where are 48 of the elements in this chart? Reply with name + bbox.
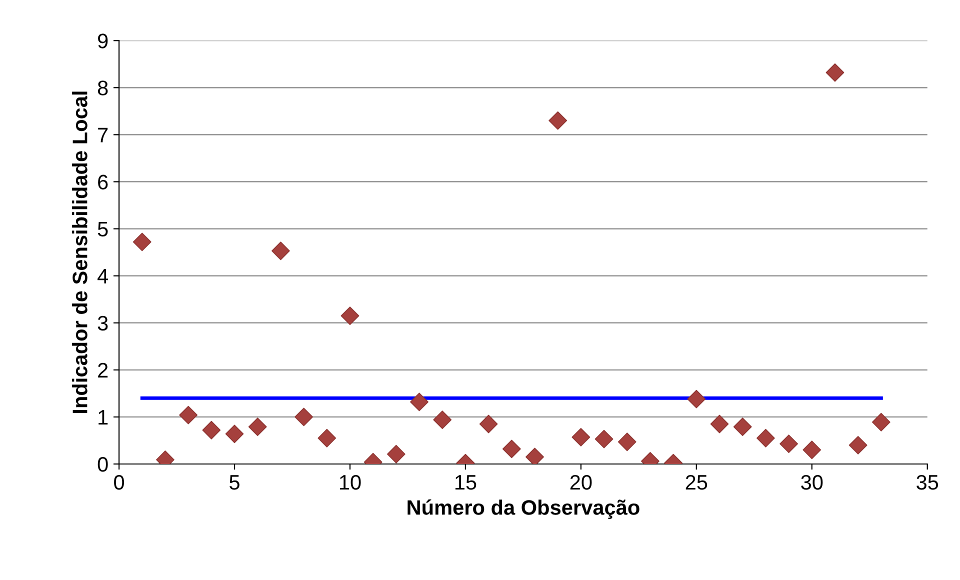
y-tick-label: 6 [98, 174, 108, 190]
y-tick-label: 2 [98, 362, 108, 378]
y-tick-label: 1 [98, 410, 108, 425]
x-tick-label: 20 [570, 474, 592, 490]
y-tick-label: 0 [98, 457, 108, 472]
point [687, 390, 706, 408]
point [548, 111, 568, 130]
point [410, 392, 428, 412]
point [733, 418, 752, 436]
point [872, 412, 890, 432]
point [618, 432, 636, 452]
x-tick-label: 0 [114, 474, 124, 490]
y-tick-label: 5 [98, 222, 108, 237]
x-tick-label: 15 [455, 475, 476, 490]
point [318, 428, 336, 448]
point [479, 414, 498, 434]
point [780, 434, 798, 453]
point [594, 430, 614, 448]
point [756, 428, 775, 448]
point [433, 410, 452, 429]
x-tick-label: 5 [230, 475, 240, 490]
x-tick-label: 25 [686, 474, 708, 490]
x-tick-label: 30 [801, 474, 823, 490]
point [710, 414, 729, 434]
point [248, 418, 267, 436]
point [294, 408, 314, 426]
point [272, 242, 290, 260]
point [340, 306, 360, 326]
point [526, 448, 544, 464]
point [826, 63, 844, 82]
point [386, 444, 406, 464]
point [179, 406, 198, 424]
y-axis-title: Indicador de Sensibilidade Local [72, 92, 88, 413]
point [132, 232, 152, 252]
x-tick-label: 10 [340, 474, 361, 490]
x-axis-title: Número da Observação [408, 499, 640, 519]
y-tick-label: 9 [98, 34, 108, 48]
y-tick-label: 3 [98, 316, 108, 331]
point [202, 420, 221, 440]
point [225, 424, 244, 444]
y-tick-label: 8 [98, 80, 108, 96]
point [502, 440, 521, 458]
y-tick-label: 7 [98, 128, 108, 142]
point [848, 436, 868, 454]
point [802, 440, 822, 460]
x-tick-label: 35 [916, 474, 938, 490]
point [572, 428, 590, 446]
y-tick-label: 4 [98, 269, 108, 284]
